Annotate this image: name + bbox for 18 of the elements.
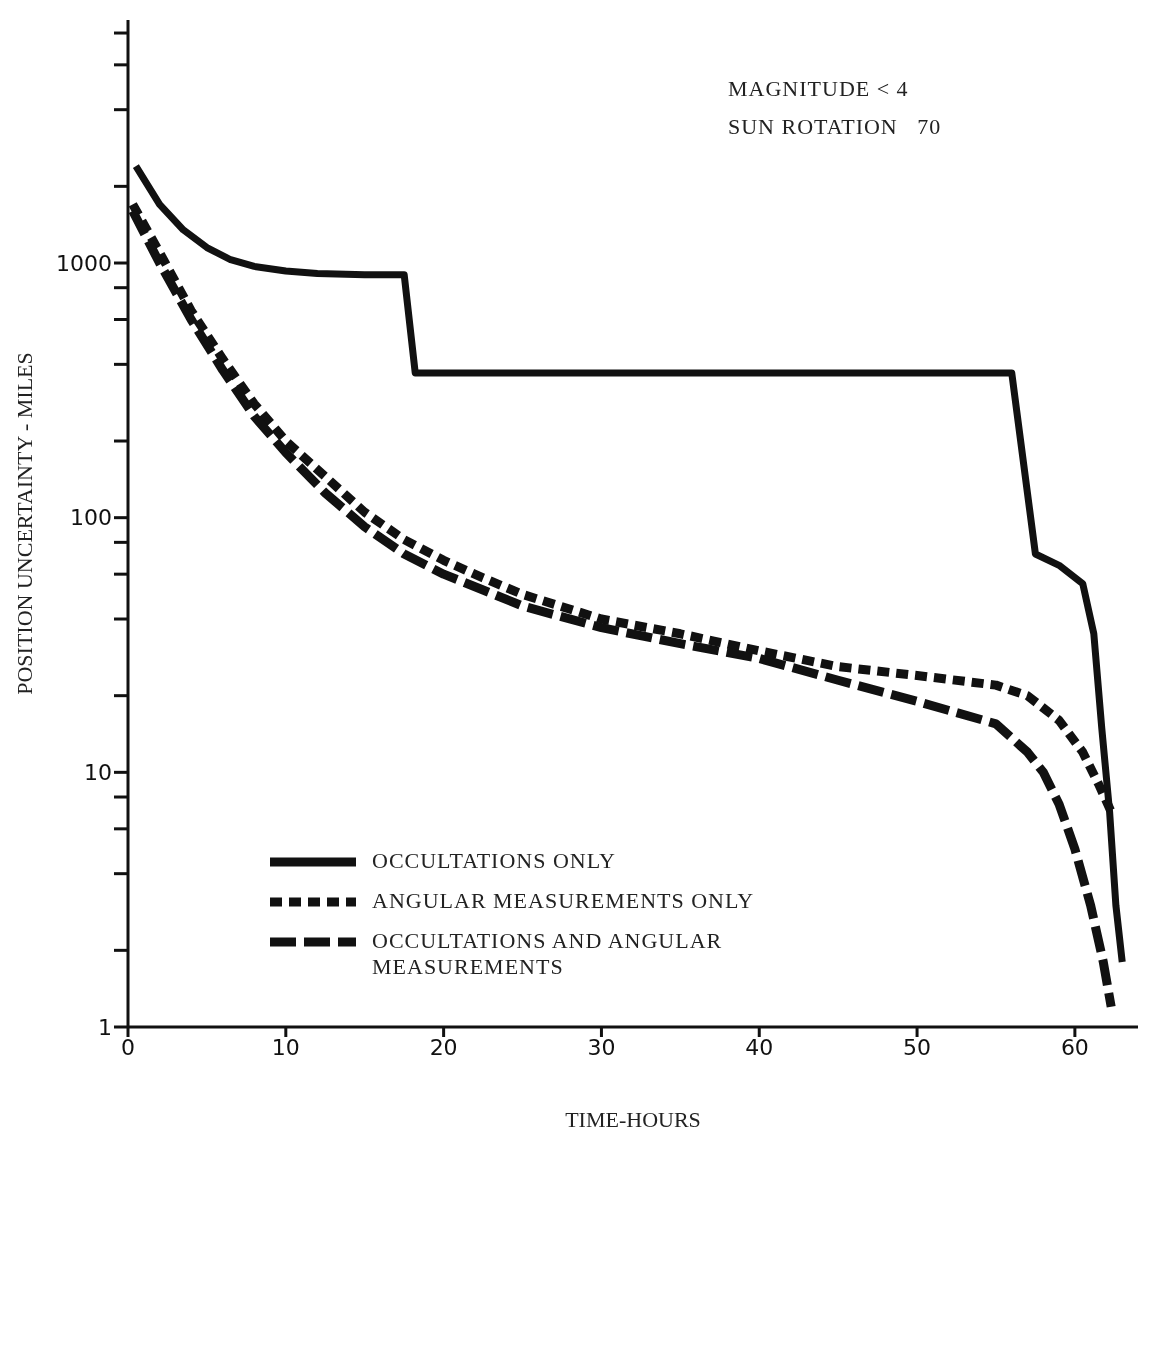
y-tick-label: 1000 xyxy=(56,250,112,276)
x-tick-label: 50 xyxy=(903,1034,932,1060)
x-tick-label: 10 xyxy=(271,1034,300,1060)
legend-label: OCCULTATIONS AND ANGULAR MEASUREMENTS xyxy=(372,928,724,980)
x-tick-label: 30 xyxy=(587,1034,616,1060)
annotation: SUN ROTATION 70 xyxy=(728,113,942,141)
x-tick-label: 20 xyxy=(429,1034,458,1060)
y-tick-label: 1 xyxy=(98,1014,112,1040)
legend-label: ANGULAR MEASUREMENTS ONLY xyxy=(372,888,755,914)
y-tick-label: 100 xyxy=(70,505,112,531)
y-axis-title: POSITION UNCERTAINTY - MILES xyxy=(11,352,37,695)
annotation: MAGNITUDE < 4 xyxy=(728,75,910,103)
x-tick-label: 0 xyxy=(121,1034,135,1060)
y-tick-label: 10 xyxy=(84,760,112,786)
x-tick-label: 40 xyxy=(745,1034,774,1060)
x-axis-title: TIME-HOURS xyxy=(565,1107,701,1132)
legend-label: OCCULTATIONS ONLY xyxy=(372,848,616,874)
x-tick-label: 60 xyxy=(1060,1034,1089,1060)
